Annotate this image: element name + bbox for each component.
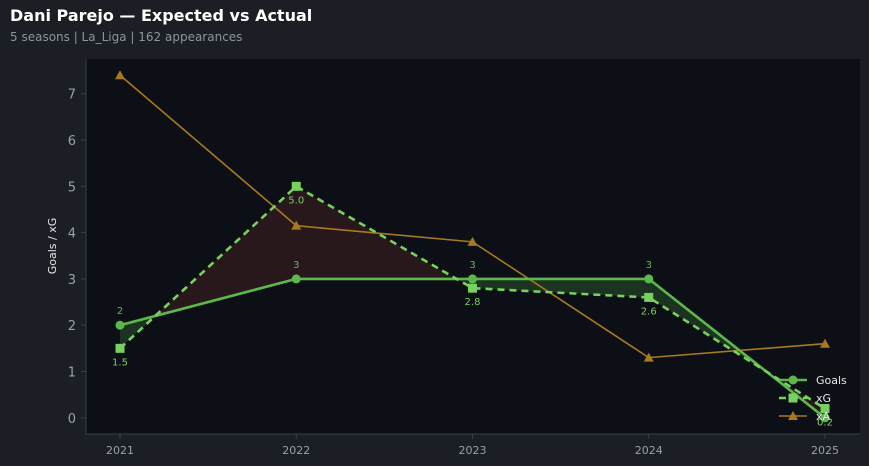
chart-subtitle: 5 seasons | La_Liga | 162 appearances: [10, 30, 243, 44]
y-tick-label: 2: [68, 319, 76, 334]
legend-label-goals: Goals: [816, 374, 847, 387]
y-tick-label: 0: [68, 412, 76, 427]
x-tick-label: 2024: [635, 444, 663, 457]
data-point-goals: [115, 320, 125, 330]
data-point-goals: [644, 274, 654, 284]
legend-label-xa: xA: [816, 410, 831, 423]
data-point-xa: [115, 70, 125, 80]
goals-data-label: 3: [469, 260, 475, 271]
plot-area: [86, 59, 860, 434]
overperformance-area: [472, 278, 649, 298]
goals-data-label: 2: [117, 306, 123, 317]
xg-data-label: 2.8: [465, 297, 481, 308]
y-tick-label: 3: [68, 273, 76, 288]
chart-title: Dani Parejo — Expected vs Actual: [10, 6, 313, 25]
data-point-xa: [467, 236, 478, 246]
legend-marker-xa: [788, 411, 798, 420]
legend-marker-goals: [788, 375, 798, 385]
xg-data-label: 1.5: [112, 357, 128, 368]
underperformance-area: [155, 186, 297, 316]
goals-data-label: 3: [293, 260, 299, 271]
data-point-xg: [291, 181, 301, 191]
data-point-xg: [115, 343, 125, 353]
series-line-xg: [119, 185, 826, 410]
y-axis-label: Goals / xG: [46, 218, 59, 275]
legend-label-xg: xG: [816, 392, 831, 405]
data-point-xg: [468, 283, 477, 293]
data-point-goals: [820, 413, 830, 423]
y-tick-label: 7: [68, 88, 76, 103]
y-tick-label: 6: [68, 134, 76, 149]
y-tick-label: 5: [68, 180, 76, 195]
data-point-xa: [643, 352, 654, 362]
xg-data-label: 2.6: [641, 306, 657, 317]
xg-data-label: 5.0: [288, 195, 304, 206]
y-tick-label: 1: [68, 366, 76, 381]
data-point-xa: [820, 338, 830, 348]
data-point-xa: [291, 220, 302, 230]
data-point-goals: [468, 274, 477, 284]
x-tick-label: 2025: [811, 444, 839, 457]
xg-data-label: 0.2: [817, 418, 833, 429]
x-tick-label: 2023: [459, 444, 487, 457]
y-tick-label: 4: [68, 227, 76, 242]
goals-data-label: 3: [646, 260, 652, 271]
data-point-goals: [291, 274, 301, 284]
x-tick-label: 2021: [106, 444, 134, 457]
data-point-xg: [644, 292, 654, 302]
x-tick-label: 2022: [282, 444, 310, 457]
legend-marker-xg: [788, 393, 798, 403]
data-point-xg: [820, 404, 830, 414]
